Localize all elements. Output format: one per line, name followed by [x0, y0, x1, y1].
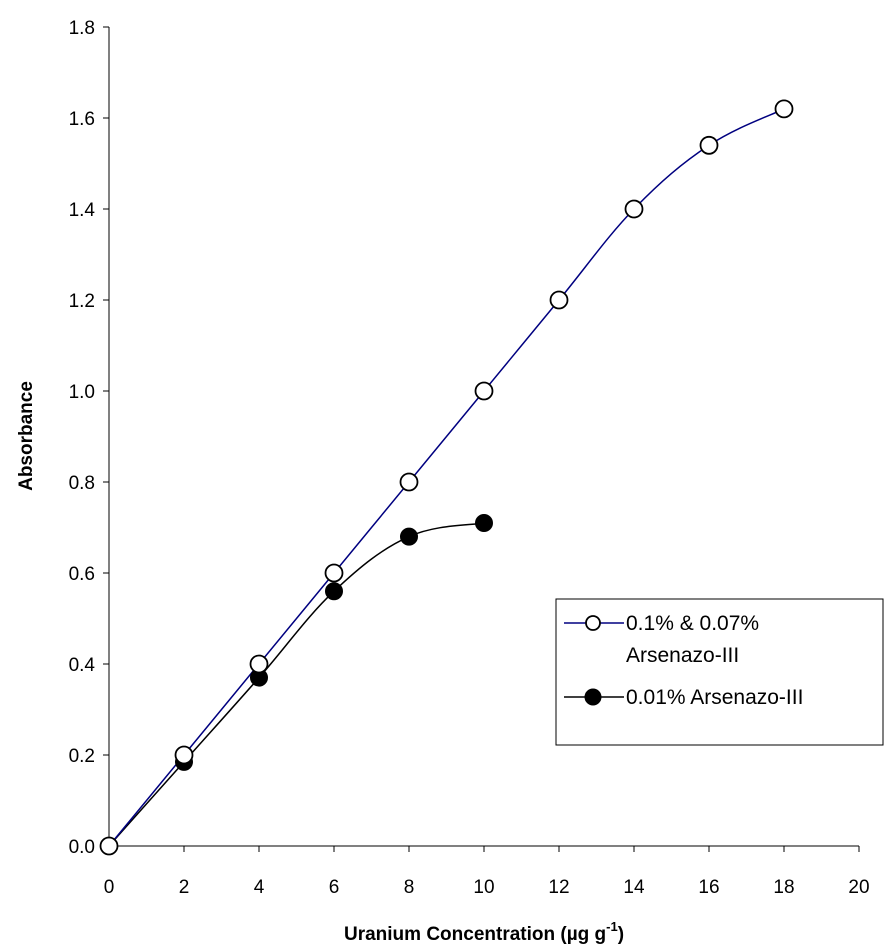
series-2-point	[475, 513, 493, 532]
y-tick-label: 1.8	[69, 18, 95, 39]
x-tick-label: 6	[329, 877, 340, 898]
x-tick-labels: 0 2 4 6 8 10 12 14 16 18 20	[104, 877, 870, 898]
series-layer	[99, 99, 794, 856]
x-tick-label: 14	[623, 877, 645, 898]
x-tick-label: 12	[548, 877, 569, 898]
y-tick-label: 0.6	[69, 564, 95, 585]
x-axis-title-main: Uranium Concentration (µg g	[344, 924, 606, 945]
series-1-point	[549, 290, 569, 310]
y-tick-label: 1.4	[69, 200, 96, 221]
x-tick-label: 16	[698, 877, 719, 898]
series-2-point	[400, 527, 418, 546]
y-tick-labels: 0.0 0.2 0.4 0.6 0.8 1.0 1.2 1.4 1.6 1.8	[69, 18, 96, 858]
x-axis-title: Uranium Concentration (µg g-1)	[344, 919, 624, 945]
series-2-point	[325, 582, 343, 601]
x-tick-label: 4	[254, 877, 265, 898]
legend: 0.1% & 0.07% Arsenazo-III 0.01% Arsenazo…	[555, 598, 884, 746]
x-tick-label: 20	[848, 877, 869, 898]
series-1-point	[774, 99, 794, 119]
series-1-point	[174, 745, 194, 765]
x-tick-label: 8	[404, 877, 415, 898]
y-tick-label: 0.4	[69, 655, 96, 676]
series-1-point	[474, 381, 494, 401]
series-1-point	[699, 135, 719, 155]
legend-label-series-1-line2: Arsenazo-III	[626, 644, 739, 667]
series-1-point	[99, 836, 119, 856]
series-1-point	[399, 472, 419, 492]
series-1-point	[624, 199, 644, 219]
y-tick-label: 0.8	[69, 473, 95, 494]
legend-label-series-2: 0.01% Arsenazo-III	[626, 686, 803, 709]
x-tick-label: 0	[104, 877, 115, 898]
y-tick-label: 1.6	[69, 109, 95, 130]
y-tick-label: 0.2	[69, 746, 95, 767]
x-axis-title-end: )	[618, 924, 624, 945]
x-tick-label: 2	[179, 877, 190, 898]
legend-marker-series-1	[585, 615, 601, 631]
series-1-line	[108, 108, 785, 847]
y-tick-label: 1.0	[69, 382, 95, 403]
y-axis-title: Absorbance	[16, 381, 37, 491]
axes	[103, 26, 860, 852]
series-2-line	[108, 522, 485, 847]
series-1-point	[249, 654, 269, 674]
y-tick-label: 1.2	[69, 291, 95, 312]
x-tick-label: 10	[473, 877, 494, 898]
x-axis-title-superscript: -1	[606, 919, 618, 934]
x-tick-label: 18	[773, 877, 794, 898]
legend-marker-series-2	[584, 688, 602, 706]
y-tick-label: 0.0	[69, 837, 95, 858]
legend-label-series-1-line1: 0.1% & 0.07%	[626, 612, 759, 635]
series-1-point	[324, 563, 344, 583]
